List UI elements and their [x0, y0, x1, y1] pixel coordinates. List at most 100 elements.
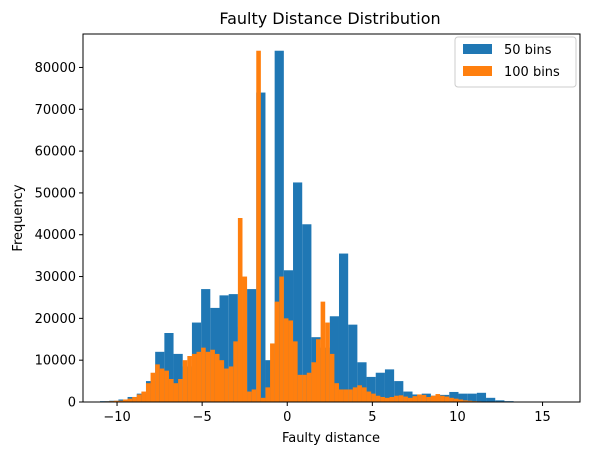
series-50-bins-bar	[357, 362, 367, 402]
series-100-bins-bar	[398, 395, 404, 402]
series-100-bins-bar	[297, 374, 303, 402]
series-100-bins-bar	[136, 394, 142, 402]
chart-title: Faulty Distance Distribution	[219, 9, 440, 28]
series-100-bins-bar	[247, 391, 252, 402]
series-100-bins-bar	[173, 383, 179, 402]
series-100-bins-bar	[334, 383, 339, 402]
y-tick-label: 40000	[35, 228, 76, 243]
series-100-bins-bar	[164, 370, 169, 402]
series-100-bins-bar	[449, 397, 454, 402]
y-tick-label: 70000	[35, 103, 76, 118]
series-100-bins-bars	[100, 50, 551, 402]
series-100-bins-bar	[265, 387, 271, 402]
series-50-bins-bar	[384, 369, 395, 402]
y-axis-label: Frequency	[11, 184, 26, 251]
series-100-bins-bar	[463, 400, 468, 402]
series-100-bins-bar	[123, 399, 128, 402]
legend-label-100-bins: 100 bins	[504, 65, 560, 80]
legend-swatch-50-bins	[463, 44, 492, 54]
series-100-bins-bar	[352, 387, 358, 402]
series-100-bins-bar	[361, 387, 367, 402]
series-50-bins-bar	[201, 289, 211, 402]
series-50-bins-bar	[458, 393, 468, 402]
series-100-bins-bar	[348, 389, 353, 402]
series-100-bins-bar	[113, 400, 119, 402]
y-tick-label: 50000	[35, 186, 76, 201]
series-100-bins-bar	[191, 353, 197, 402]
y-tick-label: 80000	[35, 61, 76, 76]
series-100-bins-bar	[444, 396, 450, 402]
series-50-bins-bar	[293, 182, 303, 402]
series-50-bins-bar	[247, 289, 257, 402]
series-50-bins-bar	[394, 381, 404, 402]
series-100-bins-bar	[237, 218, 243, 402]
series-100-bins-bar	[219, 360, 225, 402]
x-tick-label: 5	[368, 410, 376, 425]
series-50-bins-bar	[164, 333, 174, 402]
series-100-bins-bar	[210, 349, 215, 402]
series-50-bins-bar	[265, 360, 275, 402]
series-100-bins-bar	[145, 383, 151, 402]
series-100-bins-bar	[288, 320, 294, 402]
series-100-bins-bar	[407, 397, 413, 402]
series-100-bins-bar	[394, 395, 399, 402]
series-100-bins-bar	[155, 364, 160, 402]
series-100-bins-bar	[150, 372, 156, 402]
series-100-bins-bar	[421, 394, 427, 402]
series-50-bins-bar	[366, 376, 376, 402]
series-100-bins-bar	[274, 301, 280, 402]
series-100-bins-bar	[325, 322, 330, 402]
series-100-bins-bar	[132, 396, 137, 402]
series-50-bins-bar	[348, 324, 358, 402]
series-100-bins-bar	[357, 385, 362, 402]
x-axis-label: Faulty distance	[282, 431, 380, 446]
y-axis-ticks: 0 10000 20000 30000 40000 50000 60000 70000 8000…	[35, 61, 83, 411]
series-100-bins-bar	[338, 389, 344, 402]
series-50-bins-bar	[449, 391, 459, 402]
legend-label-50-bins: 50 bins	[504, 43, 552, 58]
series-100-bins-bar	[302, 374, 307, 402]
series-50-bins-bar	[495, 400, 505, 402]
series-50-bins-bar	[338, 253, 349, 402]
series-100-bins-bar	[224, 368, 229, 402]
x-tick-label: 0	[283, 410, 291, 425]
x-axis-ticks: −10 −5 0 5 10 15	[103, 402, 551, 425]
series-100-bins-bar	[118, 400, 123, 402]
legend: 50 bins 100 bins	[454, 36, 577, 88]
series-100-bins-bar	[453, 398, 459, 402]
series-100-bins-bar	[435, 394, 441, 402]
legend-swatch-100-bins	[463, 66, 492, 76]
series-100-bins-bar	[233, 341, 238, 402]
series-100-bins-bar	[316, 339, 321, 402]
series-50-bins-bar	[274, 50, 284, 402]
series-100-bins-bar	[417, 394, 422, 402]
series-50-bins-bar	[467, 393, 477, 402]
x-tick-label: 10	[449, 410, 466, 425]
x-tick-label: −5	[193, 410, 212, 425]
series-100-bins-bar	[320, 301, 326, 402]
series-100-bins-bar	[311, 362, 317, 402]
series-100-bins-bar	[366, 391, 372, 402]
series-100-bins-bar	[412, 396, 418, 402]
series-100-bins-bar	[375, 395, 381, 402]
series-100-bins-bar	[343, 389, 349, 402]
series-100-bins-bar	[389, 396, 395, 402]
series-100-bins-bar	[430, 395, 436, 402]
series-100-bins-bar	[283, 318, 289, 402]
series-50-bins-bar	[118, 399, 128, 402]
series-100-bins-bar	[440, 395, 445, 402]
series-100-bins-bar	[242, 276, 248, 402]
series-100-bins-bar	[384, 397, 390, 402]
series-50-bins-bar	[476, 392, 487, 402]
series-100-bins-bar	[168, 379, 174, 402]
series-100-bins-bar	[251, 389, 257, 402]
series-100-bins-bar	[159, 368, 165, 402]
series-50-bins-bar	[375, 372, 385, 402]
series-100-bins-bar	[380, 396, 385, 402]
plot-frame	[82, 33, 581, 403]
series-100-bins-bar	[256, 50, 261, 402]
series-100-bins-bar	[467, 400, 473, 402]
series-100-bins-bar	[306, 372, 312, 402]
y-tick-label: 20000	[35, 312, 76, 327]
